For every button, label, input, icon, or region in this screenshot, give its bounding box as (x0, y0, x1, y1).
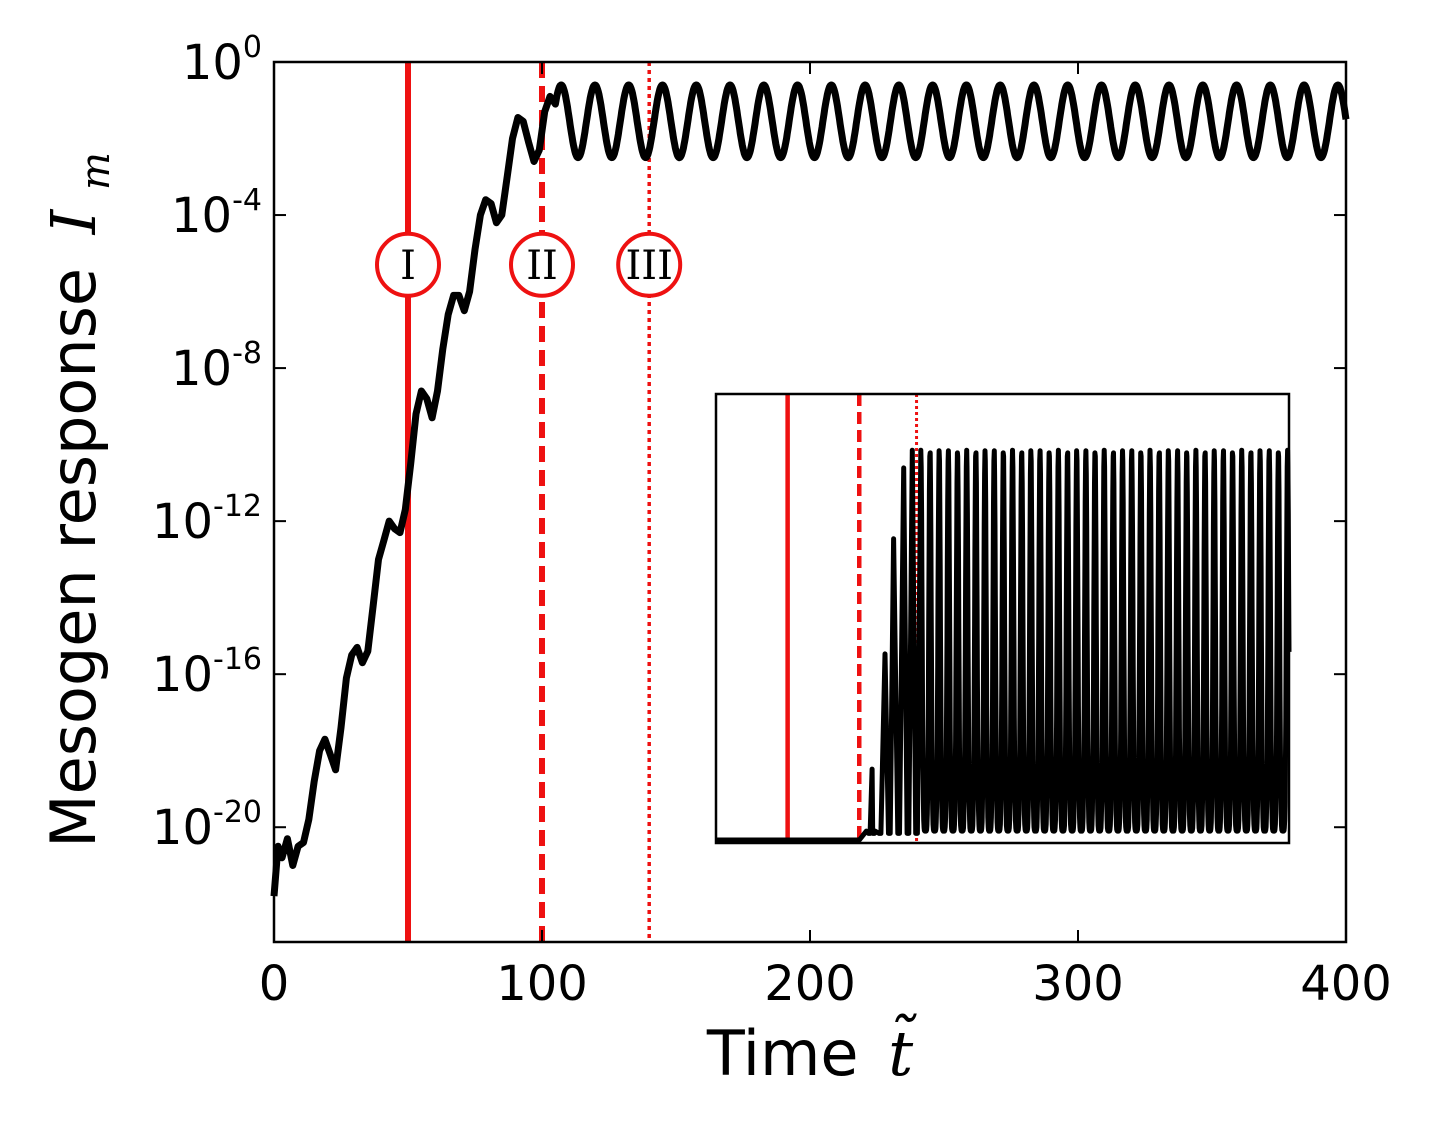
x-tick-label: 0 (259, 956, 290, 1012)
series-line (270, 81, 1350, 897)
x-axis-label: Time t̃ (706, 1013, 918, 1090)
y-axis-label: Mesogen response I m (37, 152, 119, 848)
series-group (270, 81, 1350, 897)
y-tick-label: 10-16 (152, 642, 262, 703)
marker-label: I (400, 243, 416, 289)
y-tick-label: 10-12 (152, 489, 262, 550)
marker-lines (405, 62, 651, 942)
y-tick-label: 10-20 (152, 795, 262, 856)
marker-circle (375, 231, 441, 298)
x-tick-label: 400 (1300, 956, 1392, 1012)
marker-label: II (526, 243, 558, 289)
marker-circle (509, 231, 575, 298)
inset-series-line (716, 447, 1292, 843)
y-axis-ticks: 100 10-4 10-8 10-12 10-16 10-20 (152, 30, 1346, 856)
main-plot: I II III 0 100 200 300 400 10010-410-810-1210-… (152, 30, 1392, 1012)
x-tick-label: 100 (496, 956, 588, 1012)
marker-label: III (625, 243, 672, 289)
inset-plot (714, 392, 1292, 845)
marker-circles: I II III (375, 231, 683, 298)
y-tick-label: 10-4 (171, 183, 262, 244)
y-tick-label: 100 (182, 30, 262, 91)
x-tick-label: 200 (764, 956, 856, 1012)
inset-frame (714, 392, 1291, 845)
y-tick-label: 10-8 (171, 336, 262, 397)
x-axis-ticks: 0 100 200 300 400 (259, 62, 1392, 1012)
x-tick-label: 300 (1032, 956, 1124, 1012)
marker-circle (616, 231, 683, 298)
